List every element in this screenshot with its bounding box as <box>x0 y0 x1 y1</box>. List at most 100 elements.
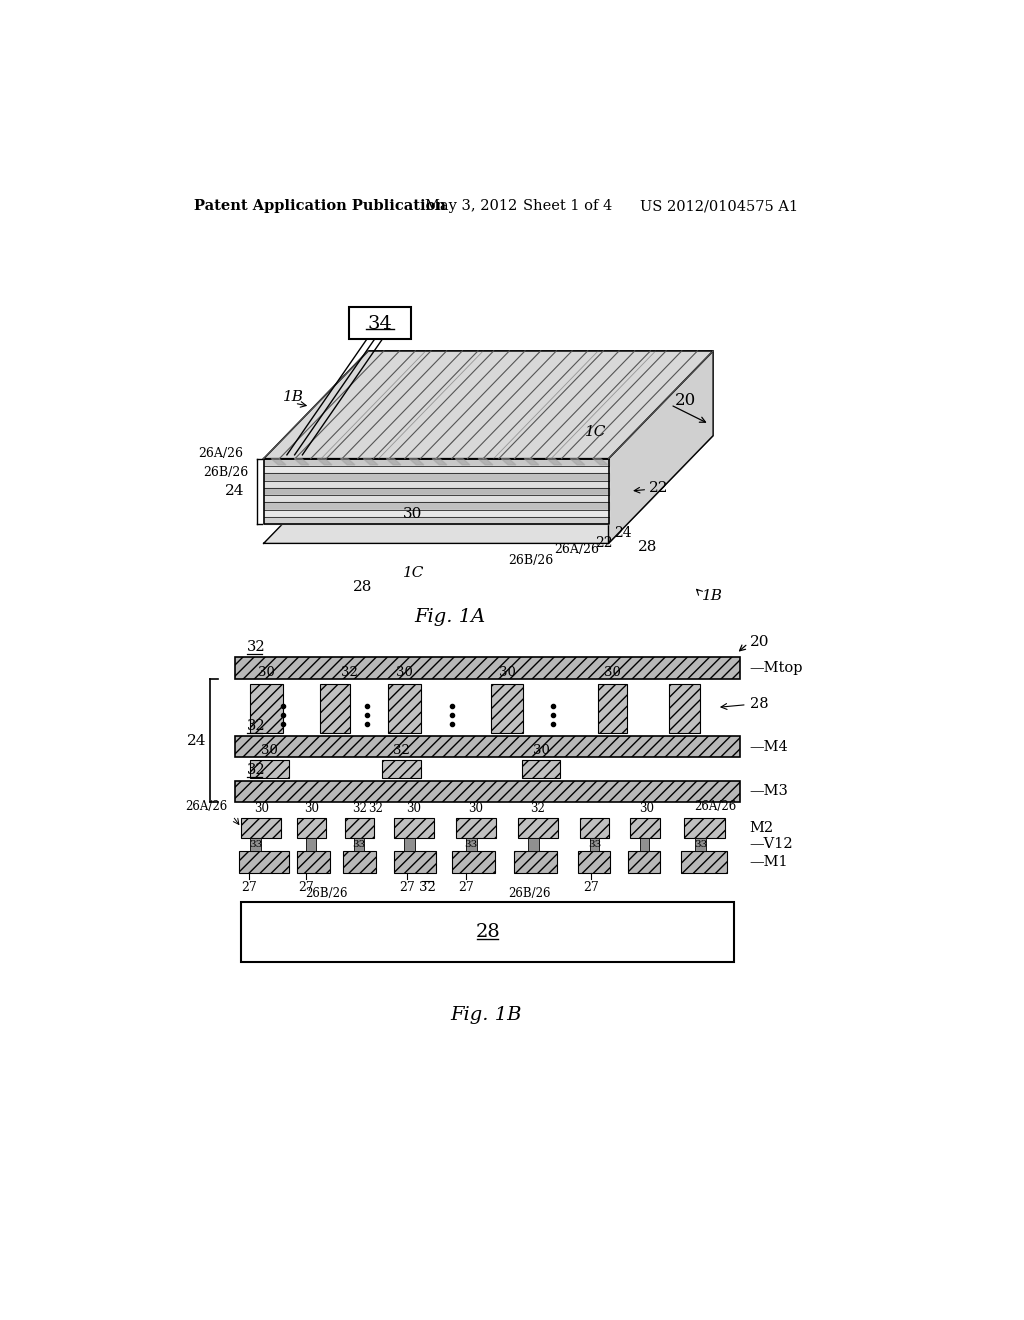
Bar <box>354 838 364 851</box>
Text: 34: 34 <box>368 315 392 333</box>
Text: Patent Application Publication: Patent Application Publication <box>194 199 445 213</box>
Text: Sheet 1 of 4: Sheet 1 of 4 <box>523 199 612 213</box>
Bar <box>349 308 411 339</box>
Polygon shape <box>317 459 332 465</box>
Bar <box>628 851 660 873</box>
Text: 30: 30 <box>639 803 654 816</box>
Text: 27: 27 <box>458 880 474 894</box>
Bar <box>580 817 609 838</box>
Text: 30: 30 <box>254 803 268 816</box>
Bar <box>640 838 649 851</box>
Bar <box>251 838 261 851</box>
Polygon shape <box>456 459 470 465</box>
Text: 33: 33 <box>249 840 262 849</box>
Polygon shape <box>364 459 378 465</box>
Text: 30: 30 <box>468 803 483 816</box>
Text: 26A/26: 26A/26 <box>694 800 736 813</box>
Text: 1C: 1C <box>403 566 425 579</box>
Text: 30: 30 <box>499 665 515 678</box>
Bar <box>382 760 421 779</box>
Text: 27: 27 <box>584 880 599 894</box>
Text: 30: 30 <box>304 803 319 816</box>
Bar <box>297 817 327 838</box>
Polygon shape <box>271 459 286 465</box>
Text: 32: 32 <box>419 880 435 894</box>
Text: 26B/26: 26B/26 <box>508 554 553 566</box>
Text: 22: 22 <box>595 536 612 550</box>
Text: 26A/26: 26A/26 <box>554 543 599 556</box>
Bar <box>234 657 740 678</box>
Bar <box>695 838 707 851</box>
Text: 30: 30 <box>258 665 275 678</box>
Bar <box>251 760 289 779</box>
Text: Fig. 1A: Fig. 1A <box>414 609 485 626</box>
Bar <box>343 851 376 873</box>
Text: Fig. 1B: Fig. 1B <box>451 1006 522 1023</box>
Text: 30: 30 <box>532 744 550 758</box>
Polygon shape <box>340 459 355 465</box>
Bar <box>321 684 349 733</box>
Polygon shape <box>593 459 608 465</box>
Text: 27: 27 <box>298 880 314 894</box>
Polygon shape <box>524 459 539 465</box>
Bar <box>241 903 734 962</box>
Text: —M3: —M3 <box>750 784 788 799</box>
Polygon shape <box>263 517 608 524</box>
Text: 32: 32 <box>393 744 410 758</box>
Text: 30: 30 <box>604 665 621 678</box>
Text: 26A/26: 26A/26 <box>185 800 227 813</box>
Bar <box>297 851 330 873</box>
Bar <box>528 838 539 851</box>
Polygon shape <box>263 436 713 544</box>
Bar <box>394 851 436 873</box>
Text: 28: 28 <box>721 697 768 710</box>
Polygon shape <box>263 480 608 488</box>
Polygon shape <box>386 459 401 465</box>
Text: 26B/26: 26B/26 <box>305 887 348 900</box>
Text: M2: M2 <box>750 821 774 834</box>
Bar <box>388 684 421 733</box>
Bar <box>403 838 415 851</box>
Text: 27: 27 <box>241 880 257 894</box>
Text: 1B: 1B <box>701 589 723 603</box>
Text: US 2012/0104575 A1: US 2012/0104575 A1 <box>640 199 798 213</box>
Bar <box>681 851 727 873</box>
Text: 30: 30 <box>407 803 422 816</box>
Bar <box>452 851 495 873</box>
Text: 32: 32 <box>530 803 546 816</box>
Text: 33: 33 <box>588 840 601 849</box>
Polygon shape <box>547 459 562 465</box>
Bar <box>241 817 282 838</box>
Text: May 3, 2012: May 3, 2012 <box>425 199 517 213</box>
Bar <box>578 851 610 873</box>
Text: 32: 32 <box>369 803 383 816</box>
Text: 20: 20 <box>750 635 769 649</box>
Text: 28: 28 <box>638 540 657 554</box>
Polygon shape <box>410 459 424 465</box>
Polygon shape <box>263 466 608 474</box>
Bar <box>234 737 740 758</box>
Text: 26B/26: 26B/26 <box>203 466 248 479</box>
Bar <box>630 817 659 838</box>
Text: 33: 33 <box>465 840 478 849</box>
Text: 30: 30 <box>261 744 279 758</box>
Polygon shape <box>478 459 493 465</box>
Text: 30: 30 <box>396 665 413 678</box>
Text: —Mtop: —Mtop <box>750 661 803 675</box>
Polygon shape <box>263 503 608 510</box>
Bar <box>251 684 283 733</box>
Bar <box>306 838 315 851</box>
Polygon shape <box>263 474 608 480</box>
Text: 30: 30 <box>403 507 423 521</box>
Polygon shape <box>294 459 309 465</box>
Bar <box>490 684 523 733</box>
Text: 32: 32 <box>247 640 265 655</box>
Text: 22: 22 <box>649 480 669 495</box>
Bar <box>394 817 434 838</box>
Text: 28: 28 <box>352 581 372 594</box>
Text: —M4: —M4 <box>750 739 788 754</box>
Polygon shape <box>263 488 608 495</box>
Text: 27: 27 <box>399 880 415 894</box>
Bar <box>684 817 725 838</box>
Polygon shape <box>263 495 608 503</box>
